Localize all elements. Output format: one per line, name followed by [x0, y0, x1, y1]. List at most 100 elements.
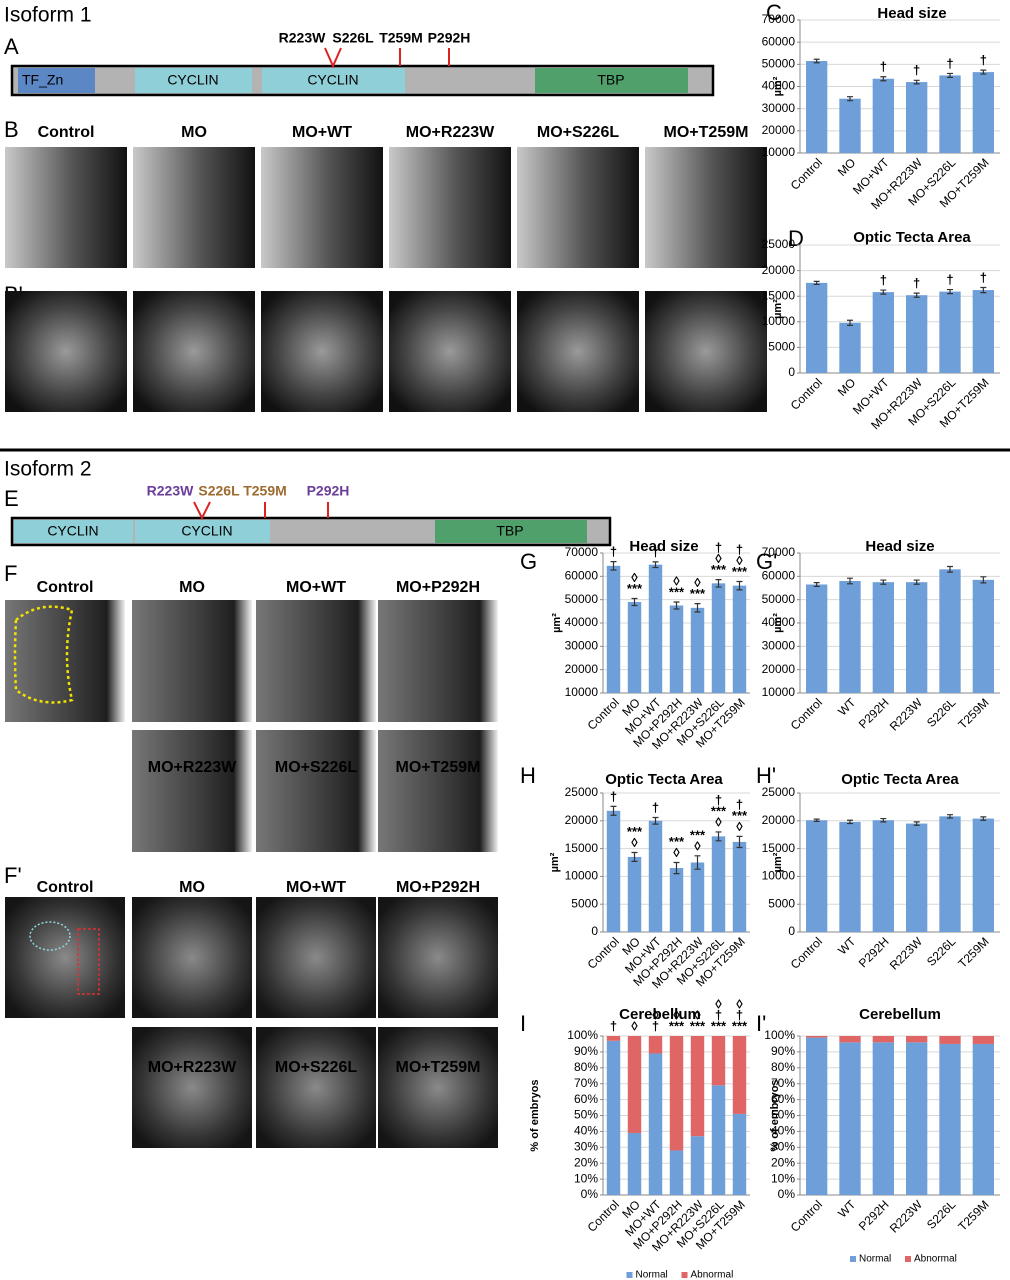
significance-marker: † [610, 544, 617, 559]
significance-marker: † [913, 63, 920, 78]
error-bar [715, 831, 722, 842]
significance-marker: *** [669, 1018, 685, 1033]
chart-title: Optic Tecta Area [605, 771, 723, 788]
error-bar [813, 58, 820, 64]
bar [972, 579, 994, 693]
embryo-image [132, 1027, 252, 1148]
domain-label: TBP [496, 523, 523, 539]
significance-marker: ◊ [631, 570, 638, 585]
significance-marker: *** [669, 584, 685, 599]
x-tick-label: T259M [955, 1197, 991, 1233]
significance-marker: † [715, 540, 722, 555]
domain [135, 68, 252, 93]
significance-marker: ◊ [715, 814, 722, 829]
y-tick-label: 80% [771, 1060, 795, 1074]
error-bar [813, 582, 820, 587]
y-tick-label: 15000 [762, 288, 796, 302]
significance-marker: ◊ [694, 575, 701, 590]
y-axis-label: µm² [551, 613, 563, 633]
bar-segment [606, 1040, 621, 1195]
significance-marker: † [652, 800, 659, 815]
embryo-image [5, 291, 127, 412]
section-title: Isoform 1 [4, 4, 92, 27]
bar [606, 810, 621, 932]
y-axis-label: µm² [772, 852, 784, 872]
error-bar [847, 577, 853, 585]
y-tick-label: 20000 [762, 123, 796, 137]
x-tick-label: MO [835, 375, 859, 399]
bar [939, 569, 961, 693]
significance-marker: *** [690, 827, 706, 842]
bar-segment [906, 1036, 928, 1043]
panel-label: F [4, 561, 17, 586]
panel-label: H [520, 763, 536, 788]
bar [806, 61, 828, 154]
significance-marker: † [652, 1018, 659, 1033]
error-bar [813, 280, 820, 286]
error-bar [980, 286, 987, 294]
y-tick-label: 100% [764, 1028, 795, 1042]
significance-marker: † [715, 792, 722, 807]
x-tick-label: Control [788, 155, 825, 192]
y-tick-label: 20000 [565, 813, 599, 827]
condition-label: MO+R223W [148, 759, 237, 776]
bar [806, 820, 828, 932]
y-axis-label: % of embryos [529, 1079, 541, 1151]
x-tick-label: Control [585, 1197, 622, 1234]
significance-marker: *** [627, 824, 643, 839]
embryo-image [256, 1027, 376, 1148]
embryo-image [378, 897, 498, 1018]
bar [906, 295, 928, 373]
bar [906, 823, 928, 932]
bar-segment [711, 1085, 726, 1195]
error-bar [736, 580, 743, 591]
condition-label: MO+WT [286, 879, 346, 896]
condition-label: MO [181, 124, 207, 141]
bar-segment [711, 1036, 726, 1086]
bar [648, 564, 663, 693]
error-bar [947, 72, 953, 79]
bar [906, 582, 928, 693]
domain-label: TBP [597, 72, 624, 88]
x-tick-label: S226L [924, 1197, 959, 1232]
y-tick-label: 40000 [762, 615, 796, 629]
legend-label: Abnormal [691, 1270, 734, 1280]
y-tick-label: 10% [574, 1171, 598, 1185]
y-tick-label: 60% [574, 1092, 598, 1106]
condition-label: MO [179, 879, 205, 896]
y-tick-label: 90% [574, 1044, 598, 1058]
y-tick-label: 60% [771, 1092, 795, 1106]
embryo-image [256, 730, 376, 852]
bar [939, 816, 961, 932]
legend-label: Normal [859, 1254, 891, 1265]
bar-segment [972, 1043, 994, 1195]
bar [939, 291, 961, 373]
bar-segment [606, 1036, 621, 1041]
x-tick-label: Control [585, 934, 622, 971]
condition-label: MO+S226L [537, 124, 619, 141]
error-bar [913, 79, 920, 85]
significance-marker: ◊ [631, 1018, 638, 1033]
significance-marker: *** [711, 562, 727, 577]
domain [535, 68, 688, 93]
condition-label: MO+WT [286, 579, 346, 596]
error-bar [880, 579, 887, 585]
legend-swatch [905, 1256, 911, 1262]
condition-label: MO+R223W [148, 1059, 237, 1076]
y-tick-label: 10000 [762, 685, 796, 699]
bar-segment [648, 1036, 663, 1054]
y-tick-label: 15000 [762, 841, 796, 855]
significance-marker: † [652, 544, 659, 559]
bar [690, 607, 705, 693]
bar [839, 821, 861, 932]
y-tick-label: 20000 [762, 263, 796, 277]
embryo-image [133, 291, 255, 412]
x-tick-label: WT [835, 695, 859, 719]
bar-segment [732, 1036, 747, 1114]
significance-marker: ◊ [673, 1007, 680, 1022]
error-bar [947, 814, 953, 819]
significance-marker: ◊ [736, 996, 743, 1011]
x-tick-label: S226L [924, 695, 959, 730]
bar [839, 581, 861, 693]
bar [732, 585, 747, 693]
